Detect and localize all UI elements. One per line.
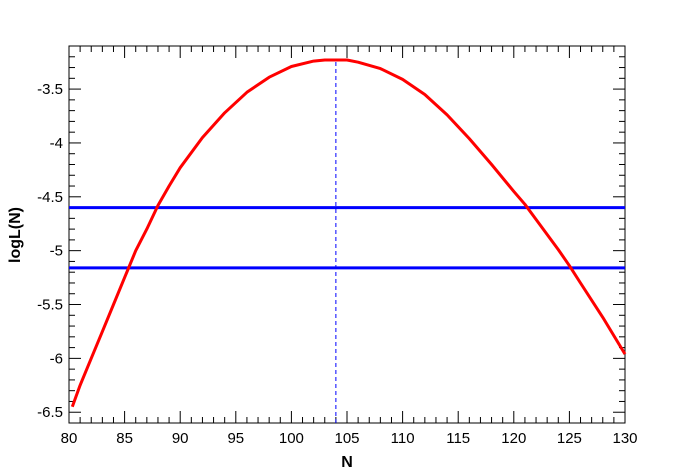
x-axis-label: N <box>341 454 353 471</box>
x-tick-label: 95 <box>227 430 244 447</box>
x-axis-ticks: 80 85 90 95 100 105 110 115 120 125 130 <box>61 46 638 447</box>
y-tick-label: -3.5 <box>37 81 63 98</box>
y-axis-label: logL(N) <box>7 207 24 263</box>
x-tick-label: 115 <box>446 430 470 447</box>
x-tick-label: 100 <box>279 430 304 447</box>
x-tick-label: 105 <box>334 430 359 447</box>
y-tick-label: -5.5 <box>37 297 63 314</box>
x-tick-label: 80 <box>61 430 78 447</box>
x-tick-label: 125 <box>557 430 582 447</box>
y-axis-ticks: -3.5 -4 -4.5 -5 -5.5 -6 -6.5 <box>37 81 625 421</box>
y-tick-label: -6.5 <box>37 404 63 421</box>
x-tick-label: 85 <box>116 430 133 447</box>
y-tick-label: -6 <box>50 350 63 367</box>
loglikelihood-curve <box>70 58 627 408</box>
y-tick-label: -4 <box>50 135 63 152</box>
x-tick-label: 120 <box>501 430 526 447</box>
minor-ticks <box>69 45 625 424</box>
x-tick-label: 110 <box>391 430 415 447</box>
plot-frame <box>68 45 626 424</box>
x-tick-label: 90 <box>172 430 189 447</box>
x-tick-label: 130 <box>612 430 637 447</box>
y-tick-label: -5 <box>50 243 63 260</box>
y-tick-label: -4.5 <box>37 189 63 206</box>
plot-marks <box>69 58 627 423</box>
